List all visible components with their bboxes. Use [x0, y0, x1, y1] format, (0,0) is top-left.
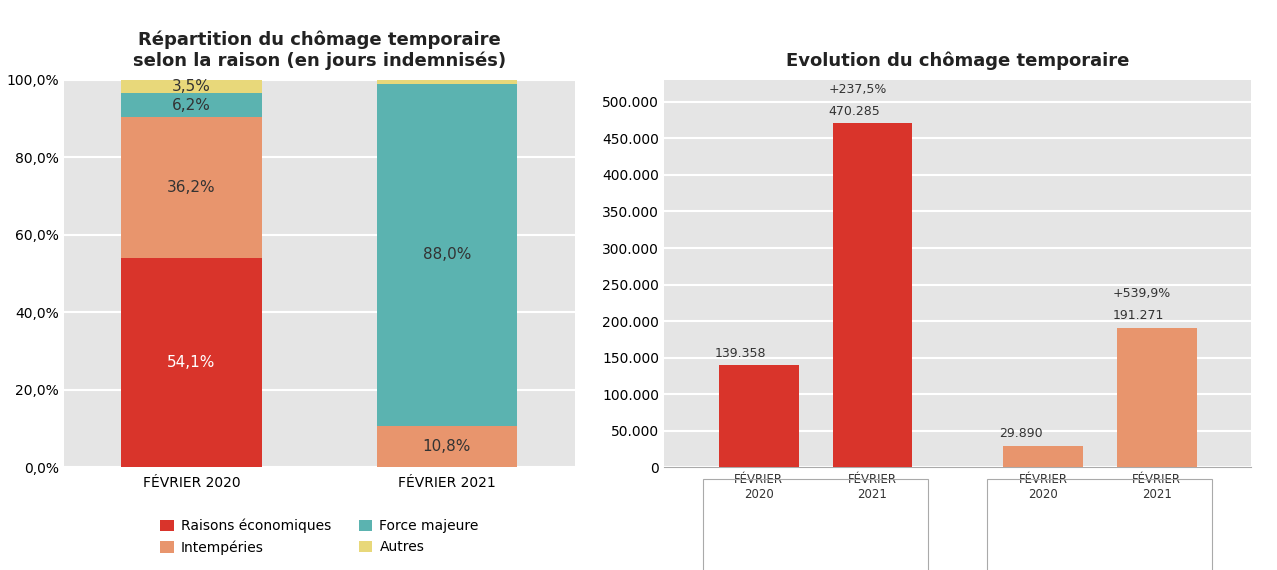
Bar: [719, 365, 798, 467]
Bar: [121, 80, 262, 93]
Text: 36,2%: 36,2%: [167, 180, 216, 195]
Bar: [377, 426, 517, 467]
Text: 88,0%: 88,0%: [423, 247, 471, 263]
Text: 6,2%: 6,2%: [172, 98, 211, 113]
Text: 10,8%: 10,8%: [423, 439, 471, 454]
Bar: [1004, 446, 1083, 467]
Bar: [121, 117, 262, 258]
Text: +539,9%: +539,9%: [1114, 287, 1171, 300]
Text: 54,1%: 54,1%: [167, 355, 216, 370]
Bar: [121, 93, 262, 117]
Bar: [1117, 328, 1197, 467]
Title: Répartition du chômage temporaire
selon la raison (en jours indemnisés): Répartition du chômage temporaire selon …: [133, 30, 506, 70]
Text: 470.285: 470.285: [829, 105, 880, 117]
Bar: [833, 124, 912, 467]
Text: 139.358: 139.358: [715, 347, 766, 360]
Bar: [704, 479, 928, 570]
Bar: [987, 479, 1212, 570]
Text: 3,5%: 3,5%: [172, 79, 211, 94]
Bar: [121, 258, 262, 467]
Title: Evolution du chômage temporaire: Evolution du chômage temporaire: [787, 51, 1129, 70]
Text: +237,5%: +237,5%: [829, 83, 888, 96]
Text: 29.890: 29.890: [999, 427, 1043, 439]
Bar: [377, 80, 517, 84]
Bar: [377, 84, 517, 426]
Text: 191.271: 191.271: [1114, 309, 1165, 321]
Legend: Raisons économiques, Intempéries, Force majeure, Autres: Raisons économiques, Intempéries, Force …: [155, 513, 484, 560]
